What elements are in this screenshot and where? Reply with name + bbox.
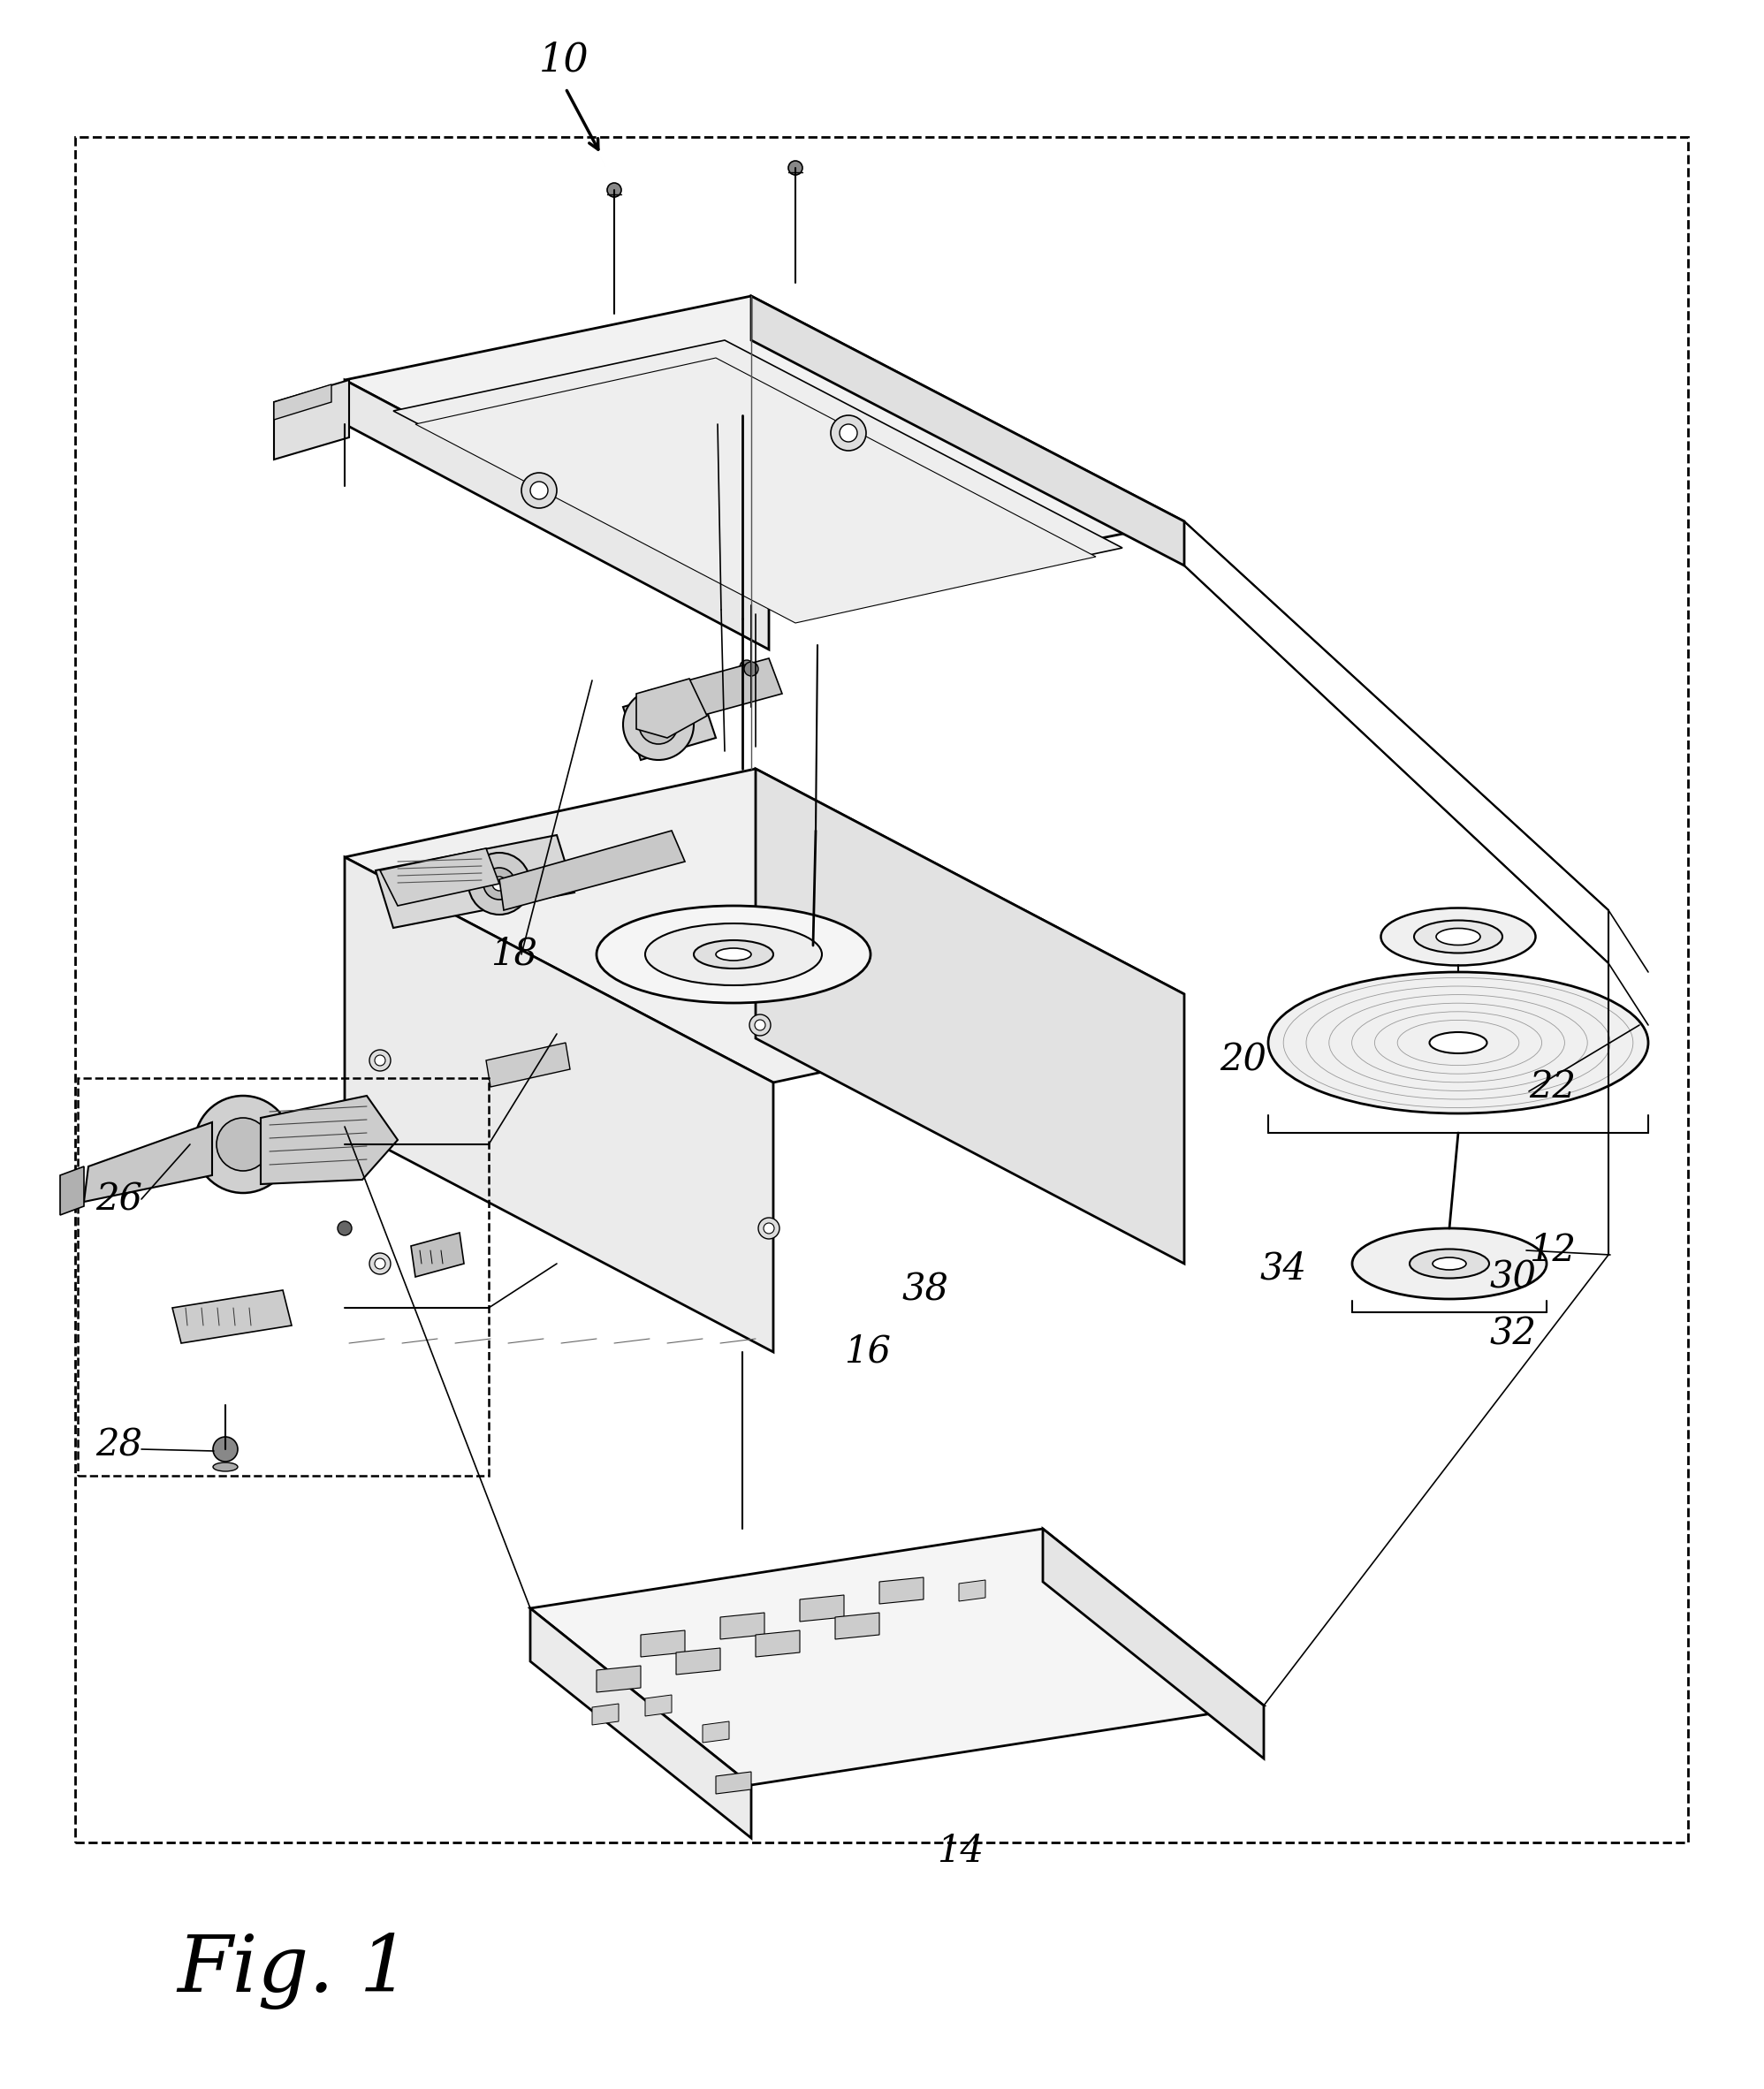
Ellipse shape	[1432, 1258, 1466, 1270]
Polygon shape	[415, 357, 1095, 623]
Polygon shape	[273, 384, 332, 420]
Polygon shape	[531, 1529, 1263, 1784]
Ellipse shape	[1409, 1249, 1489, 1278]
Ellipse shape	[646, 923, 822, 986]
Polygon shape	[60, 1166, 85, 1216]
Text: 32: 32	[1489, 1316, 1536, 1354]
Polygon shape	[261, 1097, 397, 1184]
Text: 12: 12	[1529, 1233, 1575, 1268]
Polygon shape	[376, 836, 575, 928]
Polygon shape	[676, 1648, 720, 1675]
Circle shape	[764, 1222, 774, 1235]
Text: 16: 16	[843, 1333, 891, 1370]
Polygon shape	[393, 341, 1122, 618]
Circle shape	[639, 706, 677, 744]
Circle shape	[369, 1051, 390, 1072]
Circle shape	[337, 1222, 351, 1235]
Circle shape	[369, 1253, 390, 1274]
Circle shape	[750, 1015, 771, 1036]
Polygon shape	[960, 1579, 986, 1600]
Polygon shape	[751, 297, 1184, 566]
Text: 20: 20	[1219, 1042, 1267, 1078]
Circle shape	[831, 416, 866, 451]
Polygon shape	[755, 769, 1184, 1264]
Polygon shape	[755, 1629, 799, 1657]
Ellipse shape	[1436, 928, 1480, 944]
Circle shape	[623, 689, 693, 760]
Circle shape	[194, 1097, 291, 1193]
Polygon shape	[623, 685, 716, 760]
Bar	[76, 138, 1688, 1842]
Text: 30: 30	[1489, 1258, 1536, 1295]
Polygon shape	[379, 848, 499, 907]
Polygon shape	[720, 1613, 764, 1640]
Text: Fig. 1: Fig. 1	[176, 1932, 411, 2010]
Text: 26: 26	[95, 1180, 143, 1218]
Polygon shape	[593, 1705, 619, 1726]
Polygon shape	[799, 1596, 843, 1621]
Polygon shape	[273, 380, 349, 460]
Polygon shape	[640, 1629, 684, 1657]
Circle shape	[492, 877, 506, 890]
Ellipse shape	[213, 1462, 238, 1471]
Ellipse shape	[1429, 1032, 1487, 1053]
Circle shape	[374, 1055, 385, 1065]
Text: 14: 14	[937, 1832, 984, 1870]
Text: 10: 10	[540, 42, 589, 79]
Circle shape	[840, 424, 857, 443]
Polygon shape	[702, 1721, 729, 1742]
Polygon shape	[716, 1771, 751, 1794]
Polygon shape	[344, 856, 773, 1352]
Circle shape	[755, 1019, 766, 1030]
Bar	[78, 1078, 489, 1475]
Polygon shape	[487, 1042, 570, 1086]
Polygon shape	[1043, 1529, 1263, 1759]
Circle shape	[217, 1118, 270, 1170]
Ellipse shape	[596, 907, 870, 1003]
Circle shape	[483, 867, 515, 900]
Ellipse shape	[1353, 1228, 1547, 1299]
Circle shape	[374, 1258, 385, 1268]
Polygon shape	[878, 1577, 924, 1604]
Ellipse shape	[716, 948, 751, 961]
Polygon shape	[646, 1694, 672, 1715]
Polygon shape	[344, 297, 1184, 606]
Polygon shape	[531, 1609, 751, 1838]
Polygon shape	[344, 769, 1184, 1082]
Text: 18: 18	[490, 936, 538, 973]
Circle shape	[759, 1218, 780, 1239]
Polygon shape	[173, 1291, 291, 1343]
Polygon shape	[85, 1122, 212, 1201]
Polygon shape	[637, 679, 707, 737]
Circle shape	[739, 660, 753, 675]
Ellipse shape	[1381, 909, 1535, 965]
Text: 22: 22	[1529, 1067, 1575, 1105]
Text: 28: 28	[95, 1427, 143, 1464]
Ellipse shape	[1415, 921, 1503, 953]
Polygon shape	[411, 1233, 464, 1276]
Ellipse shape	[693, 940, 773, 969]
Polygon shape	[834, 1613, 878, 1640]
Text: 38: 38	[901, 1272, 949, 1308]
Circle shape	[213, 1437, 238, 1462]
Circle shape	[607, 184, 621, 196]
Ellipse shape	[1268, 971, 1648, 1113]
Circle shape	[469, 852, 531, 915]
Circle shape	[744, 662, 759, 677]
Circle shape	[789, 161, 803, 175]
Circle shape	[531, 483, 549, 499]
Text: 34: 34	[1259, 1249, 1305, 1287]
Polygon shape	[596, 1665, 640, 1692]
Polygon shape	[344, 380, 769, 650]
Polygon shape	[672, 658, 781, 721]
Circle shape	[522, 472, 557, 508]
Polygon shape	[499, 831, 684, 911]
